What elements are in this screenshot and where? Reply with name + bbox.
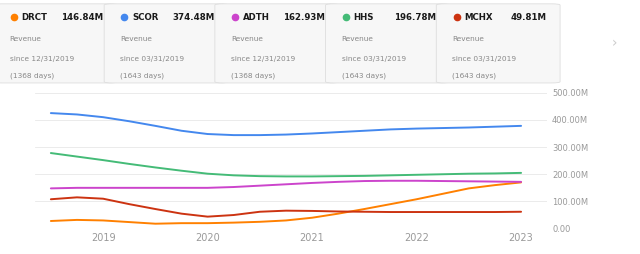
Text: 49.81M: 49.81M xyxy=(510,12,547,22)
Text: (1368 days): (1368 days) xyxy=(10,72,54,79)
FancyBboxPatch shape xyxy=(326,4,449,83)
Text: (1643 days): (1643 days) xyxy=(120,72,164,79)
Text: 162.93M: 162.93M xyxy=(283,12,325,22)
Text: (1368 days): (1368 days) xyxy=(231,72,275,79)
Text: Revenue: Revenue xyxy=(231,36,263,42)
Text: Revenue: Revenue xyxy=(10,36,42,42)
Text: HHS: HHS xyxy=(353,12,374,22)
Text: (1643 days): (1643 days) xyxy=(452,72,497,79)
Text: since 03/31/2019: since 03/31/2019 xyxy=(452,56,516,62)
Text: Revenue: Revenue xyxy=(120,36,152,42)
Text: since 12/31/2019: since 12/31/2019 xyxy=(231,56,295,62)
Text: 374.48M: 374.48M xyxy=(172,12,214,22)
FancyBboxPatch shape xyxy=(436,4,560,83)
FancyBboxPatch shape xyxy=(104,4,228,83)
Text: since 12/31/2019: since 12/31/2019 xyxy=(10,56,74,62)
Text: ADTH: ADTH xyxy=(243,12,269,22)
Text: DRCT: DRCT xyxy=(21,12,47,22)
Text: 196.78M: 196.78M xyxy=(394,12,436,22)
Text: SCOR: SCOR xyxy=(132,12,159,22)
FancyBboxPatch shape xyxy=(215,4,339,83)
Text: 146.84M: 146.84M xyxy=(61,12,104,22)
Text: since 03/31/2019: since 03/31/2019 xyxy=(120,56,184,62)
Text: since 03/31/2019: since 03/31/2019 xyxy=(342,56,406,62)
Text: ›: › xyxy=(612,36,617,50)
Text: MCHX: MCHX xyxy=(464,12,493,22)
FancyBboxPatch shape xyxy=(0,4,117,83)
Text: (1643 days): (1643 days) xyxy=(342,72,386,79)
Text: Revenue: Revenue xyxy=(452,36,484,42)
Text: Revenue: Revenue xyxy=(342,36,374,42)
